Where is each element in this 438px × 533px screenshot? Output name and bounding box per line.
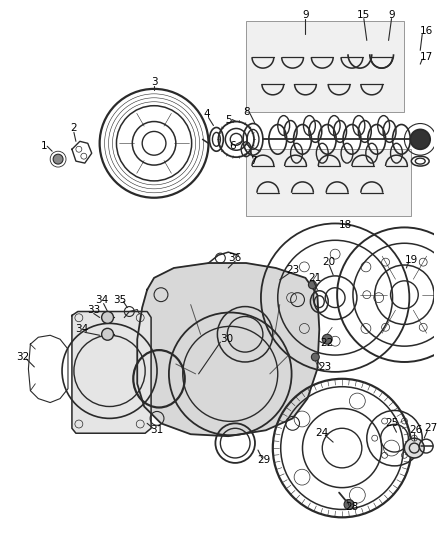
Text: 22: 22 [321, 338, 334, 348]
Text: 29: 29 [257, 455, 271, 465]
Text: 21: 21 [309, 273, 322, 283]
Text: 2: 2 [71, 124, 77, 133]
Text: 32: 32 [16, 352, 29, 362]
Text: 15: 15 [357, 10, 371, 20]
Circle shape [322, 334, 332, 344]
Text: 19: 19 [405, 255, 418, 265]
Text: 23: 23 [286, 265, 299, 275]
Text: 23: 23 [318, 362, 332, 372]
Bar [246, 21, 404, 111]
Text: 30: 30 [220, 334, 233, 344]
Text: 24: 24 [316, 428, 329, 438]
Text: 9: 9 [302, 10, 309, 20]
Bar [246, 149, 411, 215]
Text: 9: 9 [388, 10, 395, 20]
Text: 4: 4 [203, 109, 210, 119]
Text: 28: 28 [345, 503, 359, 512]
Text: 25: 25 [385, 418, 398, 429]
Text: 36: 36 [229, 253, 242, 263]
Text: 8: 8 [243, 107, 249, 117]
Circle shape [53, 154, 63, 164]
Circle shape [344, 499, 354, 510]
Text: 34: 34 [95, 295, 108, 305]
Circle shape [404, 438, 424, 458]
Polygon shape [137, 263, 319, 436]
Circle shape [410, 130, 430, 149]
Text: 34: 34 [75, 325, 88, 334]
Text: 35: 35 [113, 295, 126, 305]
Text: 27: 27 [424, 423, 438, 433]
Text: 20: 20 [323, 257, 336, 267]
Text: 1: 1 [41, 141, 48, 151]
Text: 33: 33 [87, 304, 100, 314]
Text: 26: 26 [410, 425, 423, 435]
Text: 17: 17 [420, 52, 433, 62]
Text: 31: 31 [150, 425, 164, 435]
Text: 7: 7 [250, 156, 256, 166]
Circle shape [308, 281, 316, 289]
Text: 5: 5 [225, 115, 232, 125]
Circle shape [102, 311, 113, 324]
Circle shape [102, 328, 113, 340]
Circle shape [311, 353, 319, 361]
Polygon shape [72, 311, 151, 433]
Text: 3: 3 [151, 77, 157, 87]
Text: 18: 18 [339, 221, 352, 230]
Text: 6: 6 [229, 141, 236, 151]
Text: 16: 16 [420, 26, 433, 36]
